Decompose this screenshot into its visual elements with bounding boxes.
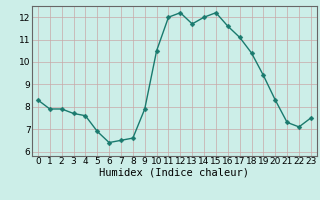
X-axis label: Humidex (Indice chaleur): Humidex (Indice chaleur) [100, 168, 249, 178]
